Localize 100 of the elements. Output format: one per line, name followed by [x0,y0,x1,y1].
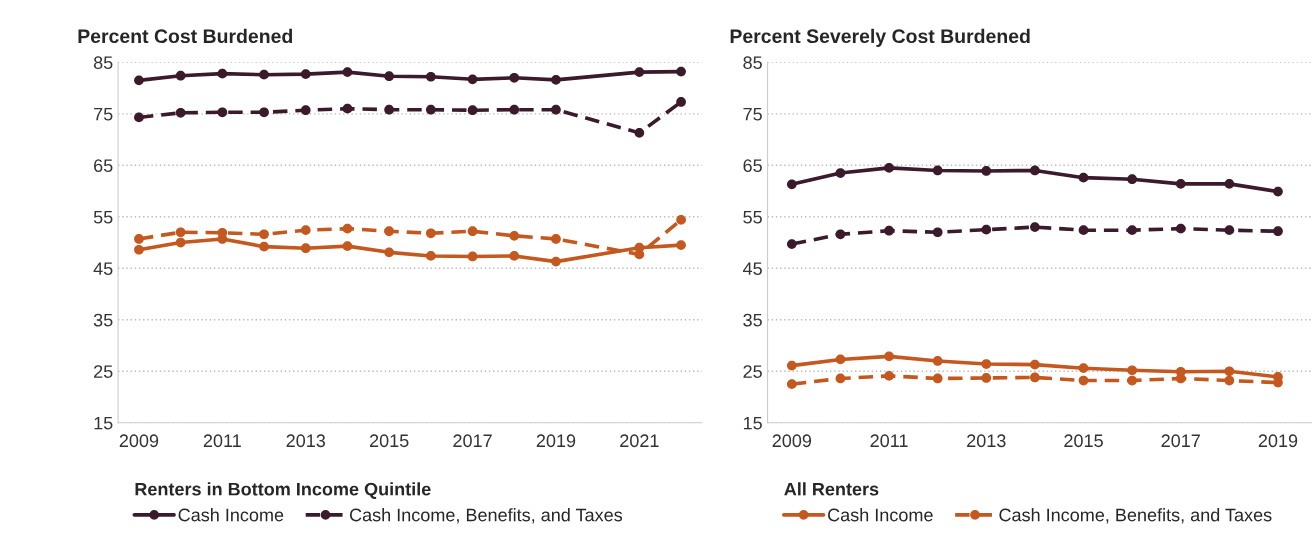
point [509,230,520,241]
point [467,251,478,262]
point [676,97,686,107]
point [551,74,561,85]
point [134,234,144,244]
point [1030,222,1040,232]
y-tick-label: 75 [94,107,113,121]
y-tick-label: 35 [743,313,762,327]
x-tick-label: 2017 [1161,434,1200,448]
point [676,240,686,250]
x-tick-label: 2011 [203,434,241,448]
chart-title: Percent Severely Cost Burdened [730,28,1030,47]
point [786,239,797,249]
point [175,227,186,238]
point [425,251,436,261]
point [932,227,943,238]
point [1030,359,1040,370]
y-tick-label: 45 [93,262,113,276]
x-tick-label: 2009 [772,434,812,448]
y-tick-label: 85 [743,56,762,70]
point [884,351,894,362]
point [1273,186,1283,197]
point [1078,225,1089,236]
point [551,104,561,115]
point [835,373,846,384]
point [342,223,353,234]
point [1175,223,1186,234]
point [1224,375,1235,386]
y-tick-label: 55 [743,210,762,224]
point [932,165,943,176]
point [384,226,395,237]
legend-label: Cash Income, Benefits, and Taxes [999,508,1272,524]
point [1030,372,1040,383]
x-tick-label: 2013 [286,434,326,448]
point [384,71,395,82]
x-tick-label: 2017 [453,434,492,448]
x-tick-label: 2019 [536,434,576,448]
point [676,215,686,225]
x-tick-label: 2009 [119,434,159,448]
point [551,234,561,244]
point [634,128,645,138]
point [835,354,846,365]
y-tick-label: 55 [93,210,113,224]
point [134,75,144,86]
point [1078,363,1089,374]
point [835,229,846,240]
point [981,166,992,176]
point [932,373,943,384]
point [1224,178,1235,189]
point [134,244,144,255]
point [217,68,228,79]
point [425,71,436,82]
x-tick-label: 2011 [870,434,908,448]
point [300,69,311,80]
point [786,379,797,389]
point [551,256,561,267]
point [1175,178,1186,189]
point [884,163,894,173]
point [175,107,186,118]
point [1127,365,1137,376]
point [134,112,144,123]
point [676,66,686,77]
y-tick-label: 65 [743,159,762,173]
legend-label: Cash Income [828,508,933,522]
point [509,251,520,261]
point [509,72,520,83]
legend-title: Renters in Bottom Income Quintile [135,482,431,499]
x-tick-label: 2015 [369,434,409,448]
legend-label: Cash Income, Benefits, and Taxes [349,508,623,524]
point [259,241,269,252]
y-tick-label: 25 [743,365,762,378]
point [384,247,395,258]
point [1127,375,1137,386]
point [1224,225,1235,236]
point [342,67,353,77]
point [259,229,269,240]
point [634,67,645,77]
point [1030,165,1040,176]
point [981,359,992,369]
point [1127,225,1137,236]
point [835,168,846,178]
x-tick-label: 2019 [1258,434,1298,448]
point [981,224,992,235]
point [175,237,186,248]
point [786,360,797,371]
legend-title: All Renters [784,482,879,496]
point [1127,174,1137,185]
point [786,179,797,190]
point [300,105,311,116]
point [259,69,269,80]
x-tick-label: 2015 [1064,434,1103,448]
point [884,225,894,236]
point [259,107,269,118]
point [1078,375,1089,386]
point [425,104,436,115]
point [300,225,311,236]
point [1224,366,1235,377]
y-tick-label: 65 [94,159,113,173]
y-tick-label: 45 [742,262,762,276]
point [217,107,228,118]
